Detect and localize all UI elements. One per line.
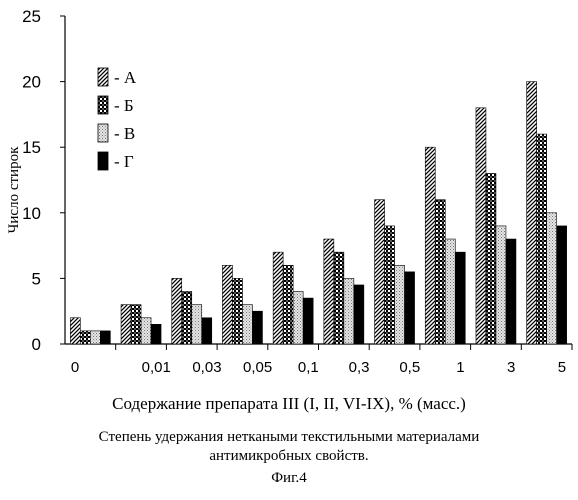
x-tick-label: 0,05 xyxy=(243,359,272,376)
bar xyxy=(557,226,567,344)
bar xyxy=(405,272,415,344)
bar xyxy=(121,305,131,344)
x-axis-label: Содержание препарата III (I, II, VI-IX),… xyxy=(0,394,578,414)
bar xyxy=(192,305,202,344)
x-tick-label: 1 xyxy=(456,359,464,376)
legend-label: - Б xyxy=(114,96,134,115)
bar xyxy=(476,108,486,344)
bar xyxy=(506,239,516,344)
legend-label: - Г xyxy=(114,152,134,171)
bar xyxy=(283,265,293,344)
bar xyxy=(324,239,334,344)
bar xyxy=(395,265,405,344)
bars xyxy=(70,82,566,344)
y-tick-label: 15 xyxy=(22,138,41,157)
bar xyxy=(527,82,537,344)
y-tick-label: 5 xyxy=(32,269,41,288)
x-tick-label: 0,3 xyxy=(349,359,370,376)
bar xyxy=(375,200,385,344)
bar xyxy=(537,134,547,344)
bar xyxy=(334,252,344,344)
bar xyxy=(293,292,303,344)
legend-label: - А xyxy=(114,68,137,87)
bar xyxy=(486,173,496,344)
y-axis-title: Число стирок xyxy=(6,146,22,233)
bar xyxy=(435,200,445,344)
bar xyxy=(385,226,395,344)
bar xyxy=(70,318,80,344)
bar xyxy=(232,278,242,344)
x-tick-label: 3 xyxy=(507,359,515,376)
bar xyxy=(252,311,262,344)
legend-swatch xyxy=(98,68,108,86)
x-tick-label: 0,5 xyxy=(399,359,420,376)
bar xyxy=(344,278,354,344)
x-tick-label: 0,1 xyxy=(298,359,319,376)
x-tick-label: 0,01 xyxy=(142,359,171,376)
figure-label: Фиг.4 xyxy=(0,470,578,487)
bar xyxy=(172,278,182,344)
bar xyxy=(151,324,161,344)
bar xyxy=(303,298,313,344)
bar-chart: 0510152025Число стирок00,010,030,050,10,… xyxy=(0,0,578,395)
x-tick-label: 0 xyxy=(71,359,79,376)
bar xyxy=(273,252,283,344)
bar xyxy=(100,331,110,344)
bar xyxy=(90,331,100,344)
legend: - А - Б - В - Г xyxy=(98,68,137,171)
y-tick-label: 25 xyxy=(22,7,41,26)
legend-swatch xyxy=(98,96,108,114)
bar xyxy=(354,285,364,344)
x-tick-label: 5 xyxy=(558,359,566,376)
caption-line-2: антимикробных свойств. xyxy=(0,447,578,466)
bar xyxy=(222,265,232,344)
figure-caption: Степень удержания неткаными текстильными… xyxy=(0,428,578,466)
caption-line-1: Степень удержания неткаными текстильными… xyxy=(0,428,578,447)
legend-label: - В xyxy=(114,124,135,143)
bar xyxy=(80,331,90,344)
bar xyxy=(455,252,465,344)
bar xyxy=(547,213,557,344)
bar xyxy=(182,292,192,344)
bar xyxy=(202,318,212,344)
bar xyxy=(496,226,506,344)
x-tick-label: 0,03 xyxy=(192,359,221,376)
y-tick-label: 0 xyxy=(32,335,41,354)
bar xyxy=(242,305,252,344)
legend-swatch xyxy=(98,152,108,170)
bar xyxy=(141,318,151,344)
bar xyxy=(445,239,455,344)
bar xyxy=(425,147,435,344)
y-tick-label: 10 xyxy=(22,204,41,223)
legend-swatch xyxy=(98,124,108,142)
bar xyxy=(131,305,141,344)
y-tick-label: 20 xyxy=(22,73,41,92)
